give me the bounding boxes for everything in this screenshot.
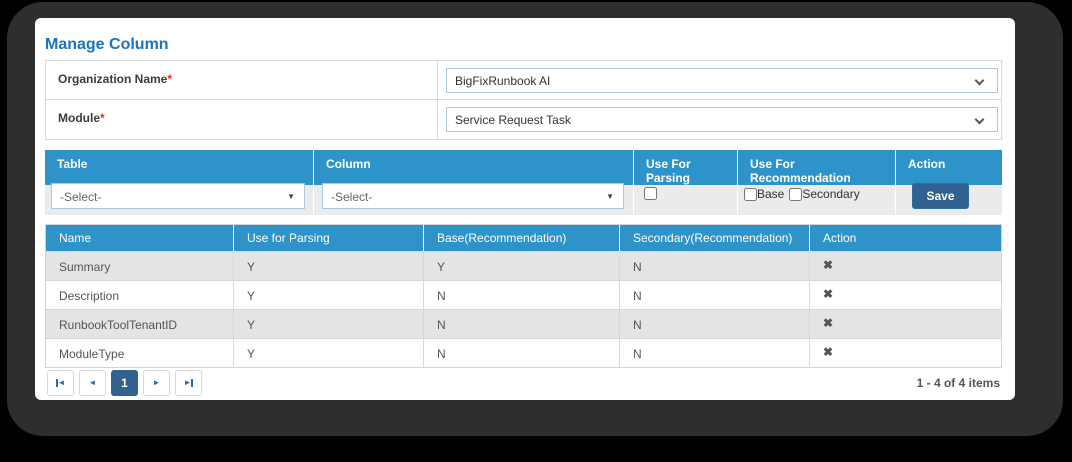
first-page-icon: [55, 379, 58, 387]
module-value-cell: Service Request Task: [437, 100, 1001, 139]
cell-parsing: Y: [234, 310, 424, 338]
last-page-button[interactable]: ►: [175, 370, 202, 396]
use-for-parsing-cell: [634, 178, 738, 215]
page-1-button[interactable]: 1: [111, 370, 138, 396]
header-use-for-parsing: Use For Parsing: [634, 150, 738, 185]
module-label: Module*: [58, 111, 105, 125]
table-select-cell: -Select- ▼: [45, 178, 314, 215]
base-checkbox-label[interactable]: Base: [757, 187, 785, 201]
table-row: Description Y N N ✖: [46, 280, 1001, 309]
manage-column-panel: Manage Column Organization Name* BigFixR…: [35, 18, 1015, 400]
cell-name: Description: [46, 281, 234, 309]
header-action: Action: [810, 225, 1001, 251]
prev-page-icon: ◄: [88, 378, 97, 387]
dropdown-arrow-icon: ▼: [606, 192, 614, 201]
cell-parsing: Y: [234, 281, 424, 309]
table-row: RunbookToolTenantID Y N N ✖: [46, 309, 1001, 338]
table-select-dropdown[interactable]: -Select- ▼: [51, 183, 305, 209]
required-asterisk: *: [100, 111, 105, 125]
header-use-for-recommendation: Use For Recommendation: [738, 150, 896, 185]
save-button[interactable]: Save: [912, 183, 969, 209]
cell-name: RunbookToolTenantID: [46, 310, 234, 338]
cell-secondary: N: [620, 339, 810, 367]
org-module-form: Organization Name* BigFixRunbook AI Modu…: [45, 60, 1002, 140]
organization-value-cell: BigFixRunbook AI: [437, 61, 1001, 99]
header-use-for-parsing: Use for Parsing: [234, 225, 424, 251]
organization-label: Organization Name*: [58, 72, 172, 86]
column-editor: Table Column Use For Parsing Use For Rec…: [45, 150, 1002, 215]
cell-base: N: [424, 310, 620, 338]
column-editor-controls: -Select- ▼ -Select- ▼ Base Secondary: [45, 178, 1002, 215]
delete-icon[interactable]: ✖: [823, 287, 834, 301]
first-page-icon: ◄: [57, 378, 66, 387]
module-select[interactable]: Service Request Task: [446, 107, 998, 132]
page-title: Manage Column: [45, 36, 169, 53]
first-page-button[interactable]: ◄: [47, 370, 74, 396]
organization-select[interactable]: BigFixRunbook AI: [446, 68, 998, 93]
next-page-button[interactable]: ►: [143, 370, 170, 396]
header-name: Name: [46, 225, 234, 251]
header-secondary-recommendation: Secondary(Recommendation): [620, 225, 810, 251]
delete-icon[interactable]: ✖: [823, 316, 834, 330]
cell-parsing: Y: [234, 252, 424, 280]
cell-secondary: N: [620, 252, 810, 280]
use-for-parsing-checkbox[interactable]: [644, 187, 657, 200]
delete-icon[interactable]: ✖: [823, 345, 834, 359]
last-page-icon: ►: [183, 378, 192, 387]
table-row: ModuleType Y N N ✖: [46, 338, 1001, 367]
cell-parsing: Y: [234, 339, 424, 367]
header-column: Column: [314, 150, 634, 185]
secondary-checkbox[interactable]: [789, 187, 803, 201]
module-label-text: Module: [58, 111, 100, 125]
header-action: Action: [896, 150, 1002, 185]
organization-row: Organization Name* BigFixRunbook AI: [46, 61, 1001, 100]
columns-grid-header: Name Use for Parsing Base(Recommendation…: [46, 225, 1001, 251]
window-frame: Manage Column Organization Name* BigFixR…: [7, 2, 1063, 436]
last-page-icon: [191, 379, 194, 387]
columns-grid: Name Use for Parsing Base(Recommendation…: [45, 224, 1002, 368]
required-asterisk: *: [167, 72, 173, 86]
delete-icon[interactable]: ✖: [823, 258, 834, 272]
cell-base: N: [424, 339, 620, 367]
secondary-checkbox-label[interactable]: Secondary: [802, 187, 860, 201]
prev-page-button[interactable]: ◄: [79, 370, 106, 396]
table-row: Summary Y Y N ✖: [46, 251, 1001, 280]
pager-summary: 1 - 4 of 4 items: [916, 376, 1000, 390]
pager: ◄ ◄ 1 ► ► 1 - 4 of 4 items: [45, 368, 1002, 398]
header-base-recommendation: Base(Recommendation): [424, 225, 620, 251]
organization-label-text: Organization Name: [58, 72, 168, 86]
cell-base: Y: [424, 252, 620, 280]
cell-name: Summary: [46, 252, 234, 280]
next-page-icon: ►: [152, 378, 161, 387]
dropdown-arrow-icon: ▼: [287, 192, 295, 201]
column-select-dropdown[interactable]: -Select- ▼: [322, 183, 624, 209]
cell-base: N: [424, 281, 620, 309]
column-editor-header: Table Column Use For Parsing Use For Rec…: [45, 150, 1002, 185]
use-for-recommendation-cell: Base Secondary: [738, 178, 896, 215]
module-row: Module* Service Request Task: [46, 100, 1001, 139]
cell-secondary: N: [620, 281, 810, 309]
header-table: Table: [45, 150, 314, 185]
table-select-value: -Select-: [60, 190, 102, 204]
cell-name: ModuleType: [46, 339, 234, 367]
cell-secondary: N: [620, 310, 810, 338]
column-select-cell: -Select- ▼: [314, 178, 634, 215]
base-checkbox[interactable]: [744, 187, 757, 201]
column-select-value: -Select-: [331, 190, 373, 204]
action-cell: Save: [896, 178, 1002, 215]
